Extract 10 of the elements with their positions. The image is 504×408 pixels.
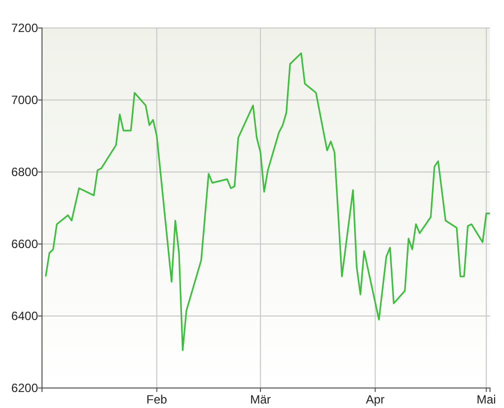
y-tick-label: 6200 bbox=[11, 380, 38, 395]
y-tick-label: 7200 bbox=[11, 20, 38, 35]
x-tick-label: Mai bbox=[476, 392, 496, 407]
y-tick-label: 6400 bbox=[11, 308, 38, 323]
x-tick-label: Mär bbox=[250, 392, 271, 407]
x-tick-label: Feb bbox=[146, 392, 168, 407]
y-tick-label: 7000 bbox=[11, 92, 38, 107]
x-tick-label: Apr bbox=[366, 392, 385, 407]
y-tick-label: 6600 bbox=[11, 236, 38, 251]
y-tick-label: 6800 bbox=[11, 164, 38, 179]
